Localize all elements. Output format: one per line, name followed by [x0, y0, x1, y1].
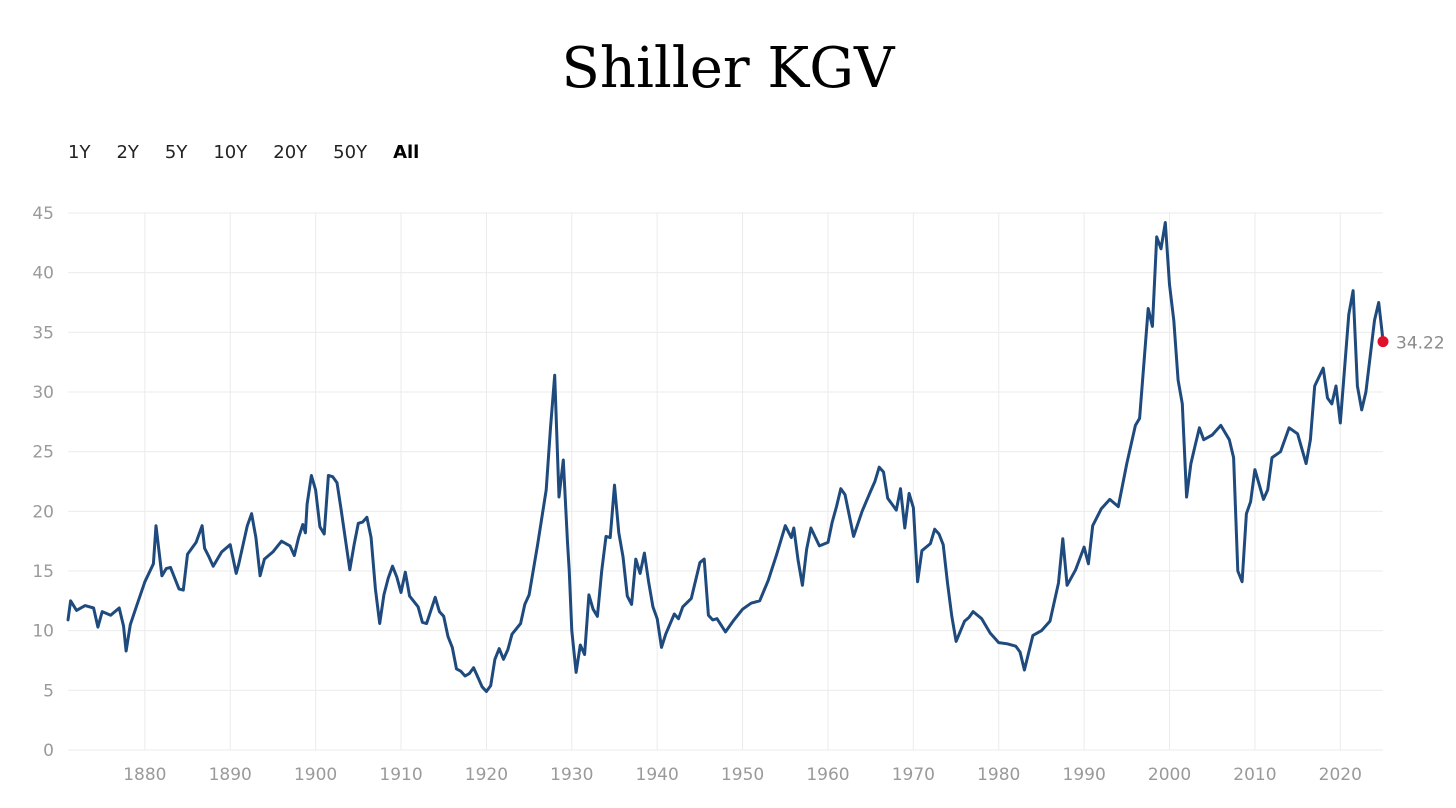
last-value-marker[interactable]: [1377, 336, 1389, 348]
y-tick-label: 25: [32, 443, 54, 463]
y-tick-label: 30: [32, 383, 54, 403]
y-tick-label: 10: [32, 622, 54, 642]
range-20y-button[interactable]: 20Y: [273, 142, 308, 163]
y-tick-label: 0: [43, 741, 54, 761]
x-tick-label: 1990: [1063, 765, 1106, 785]
x-tick-label: 1900: [294, 765, 337, 785]
y-tick-label: 40: [32, 264, 54, 284]
range-50y-button[interactable]: 50Y: [333, 142, 368, 163]
x-tick-label: 2000: [1148, 765, 1191, 785]
x-tick-label: 1950: [721, 765, 764, 785]
y-tick-label: 45: [32, 204, 54, 224]
chart-title: Shiller KGV: [561, 36, 895, 101]
series-line: [66, 221, 1385, 693]
x-tick-label: 1910: [379, 765, 422, 785]
x-tick-label: 1880: [123, 765, 166, 785]
range-10y-button[interactable]: 10Y: [213, 142, 248, 163]
y-tick-label: 5: [43, 681, 54, 701]
y-tick-label: 35: [32, 323, 54, 343]
y-tick-label: 20: [32, 502, 54, 522]
x-tick-label: 2020: [1319, 765, 1362, 785]
y-axis-ticks: 0 5 10 15 20 25 30 35 40 45: [32, 204, 54, 761]
x-tick-label: 1920: [465, 765, 508, 785]
x-tick-label: 1890: [209, 765, 252, 785]
x-axis-ticks: 1880 1890 1900 1910 1920 1930 1940 1950 1960 1970…: [123, 765, 1362, 785]
x-tick-label: 1960: [806, 765, 849, 785]
x-tick-label: 1940: [636, 765, 679, 785]
range-1y-button[interactable]: 1Y: [68, 142, 91, 163]
last-value-label: 34.22: [1396, 334, 1445, 354]
x-tick-label: 1980: [977, 765, 1020, 785]
range-all-button[interactable]: All: [393, 142, 420, 163]
x-tick-label: 1930: [550, 765, 593, 785]
range-5y-button[interactable]: 5Y: [164, 142, 188, 163]
range-2y-button[interactable]: 2Y: [116, 142, 139, 163]
y-tick-label: 15: [32, 562, 54, 582]
x-tick-label: 1970: [892, 765, 935, 785]
chart-grid: [68, 212, 1383, 751]
range-selector: 1Y 2Y 5Y 10Y 20Y 50Y All: [68, 140, 445, 165]
x-tick-label: 2010: [1233, 765, 1276, 785]
